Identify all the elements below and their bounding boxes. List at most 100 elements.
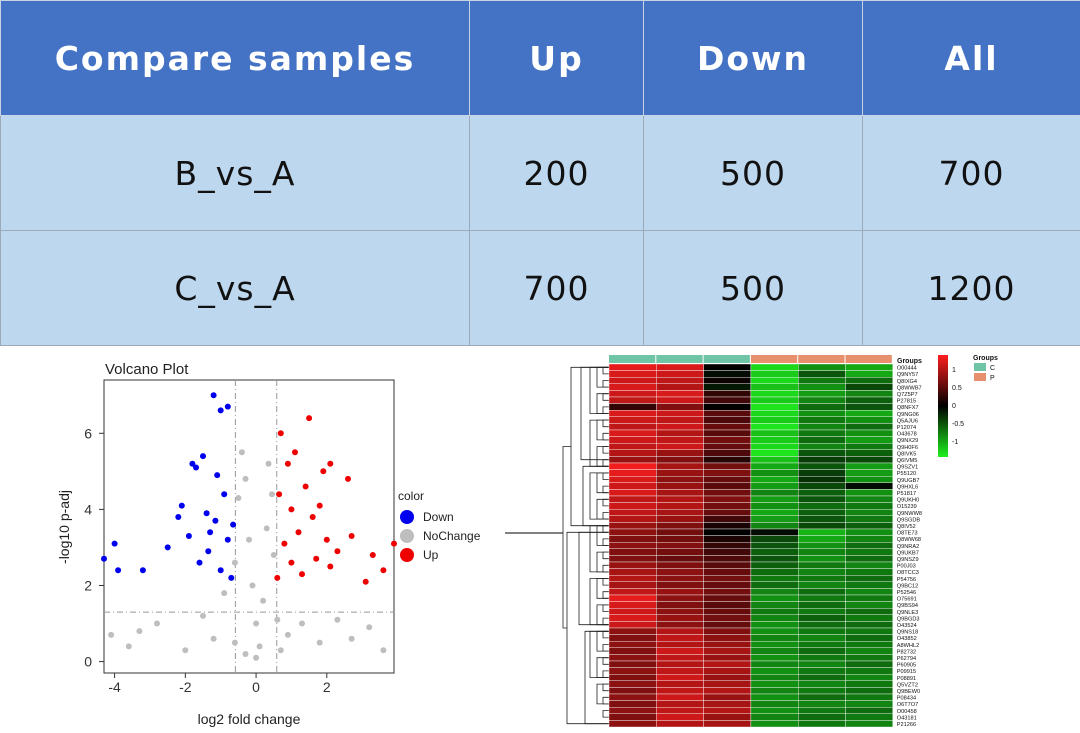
heatmap-cell: [798, 429, 846, 437]
heatmap-cell: [798, 522, 846, 530]
legend-up-label: Up: [423, 548, 439, 562]
heatmap-cell: [703, 614, 752, 622]
dendrogram-branch: [602, 512, 609, 520]
point-nochange: [249, 582, 256, 589]
heatmap-cell: [750, 608, 799, 616]
row-label: O43852: [897, 636, 917, 642]
volcano-title: Volcano Plot: [105, 361, 189, 378]
row-label: P00J03: [897, 564, 916, 570]
heatmap-cell: [608, 555, 657, 563]
row-label: Q8NFX7: [897, 405, 919, 411]
group-annotation-bar: [609, 355, 892, 363]
dendrogram-branch: [602, 498, 609, 507]
row-label: O8TCC3: [897, 570, 919, 576]
heatmap-cell: [703, 555, 752, 563]
heatmap-cell: [750, 508, 799, 516]
point-up: [274, 574, 281, 581]
heatmap-cell: [703, 707, 752, 715]
heatmap-cell: [608, 601, 657, 609]
heatmap-cell: [750, 700, 799, 708]
heatmap-cell: [703, 469, 752, 477]
heatmap-cell: [845, 614, 893, 622]
heatmap-cell: [656, 581, 704, 589]
heatmap-cell: [845, 403, 893, 411]
heatmap-cell: [608, 720, 657, 728]
point-up: [281, 540, 288, 547]
volcano-points: [101, 392, 397, 661]
dendrogram-branch: [602, 644, 609, 652]
heatmap-cell: [703, 370, 752, 378]
heatmap-cell: [798, 535, 846, 543]
dendrogram-branch: [602, 710, 609, 718]
row-label: Q9NG06: [897, 412, 919, 418]
dendrogram-branch: [602, 591, 609, 599]
heatmap-cell: [608, 429, 657, 437]
point-down: [115, 567, 122, 574]
heatmap-cell: [845, 508, 893, 516]
point-nochange: [380, 647, 387, 654]
heatmap-cell: [845, 495, 893, 503]
groups-legend: Groups C P: [973, 355, 998, 382]
point-down: [230, 521, 237, 528]
y-tick-label: 2: [84, 577, 92, 593]
heatmap-cell: [845, 462, 893, 470]
heatmap-cell: [656, 456, 704, 464]
heatmap-cell: [656, 383, 704, 391]
heatmap-cell: [845, 528, 893, 536]
heatmap-cell: [608, 568, 657, 576]
heatmap-cell: [608, 713, 657, 721]
point-nochange: [277, 647, 284, 654]
heatmap-cell: [750, 680, 799, 688]
dendrogram-branch: [602, 683, 609, 692]
heatmap-cell: [845, 634, 893, 642]
row-all-count: 700: [862, 115, 1080, 231]
x-tick-label: 2: [323, 679, 331, 695]
heatmap-cell: [703, 561, 752, 569]
row-label: Q9NS18: [897, 630, 918, 636]
heatmap-cell: [608, 707, 657, 715]
heatmap-cell: [798, 641, 846, 649]
point-nochange: [256, 643, 263, 650]
row-label: Q8IVK5: [897, 451, 917, 457]
heatmap-cell: [608, 370, 657, 378]
row-label: Q9BS94: [897, 603, 918, 609]
heatmap-cell: [845, 489, 893, 497]
heatmap-cell: [703, 627, 752, 635]
row-down-count: 500: [643, 230, 863, 346]
table-row: B_vs_A 200 500 700: [0, 115, 1080, 231]
heatmap-cell: [656, 548, 704, 556]
legend-down-swatch: [400, 510, 414, 524]
heatmap-cell: [798, 442, 846, 450]
heatmap-cell: [750, 667, 799, 675]
dendrogram-branch: [566, 531, 609, 725]
heatmap-cell: [845, 522, 893, 530]
heatmap-cells: [608, 363, 893, 728]
heatmap-cell: [656, 508, 704, 516]
heatmap-cell: [703, 456, 752, 464]
heatmap-cell: [798, 403, 846, 411]
heatmap-cell: [798, 594, 846, 602]
heatmap-cell: [656, 588, 704, 596]
heatmap-cell: [845, 456, 893, 464]
row-label: O6T7O7: [897, 702, 918, 708]
point-nochange: [269, 491, 275, 498]
heatmap-cell: [750, 396, 799, 404]
heatmap-cell: [798, 410, 846, 418]
heatmap-cell: [845, 574, 893, 582]
point-nochange: [274, 616, 281, 623]
point-up: [302, 483, 309, 490]
heatmap-cell: [750, 548, 799, 556]
heatmap-cell: [750, 720, 799, 728]
heatmap-cell: [845, 680, 893, 688]
heatmap-cell: [750, 370, 799, 378]
heatmap-cell: [608, 614, 657, 622]
header-compare-samples: Compare samples: [0, 0, 470, 116]
point-down: [224, 403, 231, 410]
point-up: [288, 559, 295, 566]
point-nochange: [265, 460, 272, 467]
heatmap-cell: [608, 436, 657, 444]
heatmap-cell: [656, 654, 704, 662]
row-label: Q5VZT2: [897, 682, 918, 688]
header-down: Down: [643, 0, 863, 116]
heatmap-cell: [608, 588, 657, 596]
